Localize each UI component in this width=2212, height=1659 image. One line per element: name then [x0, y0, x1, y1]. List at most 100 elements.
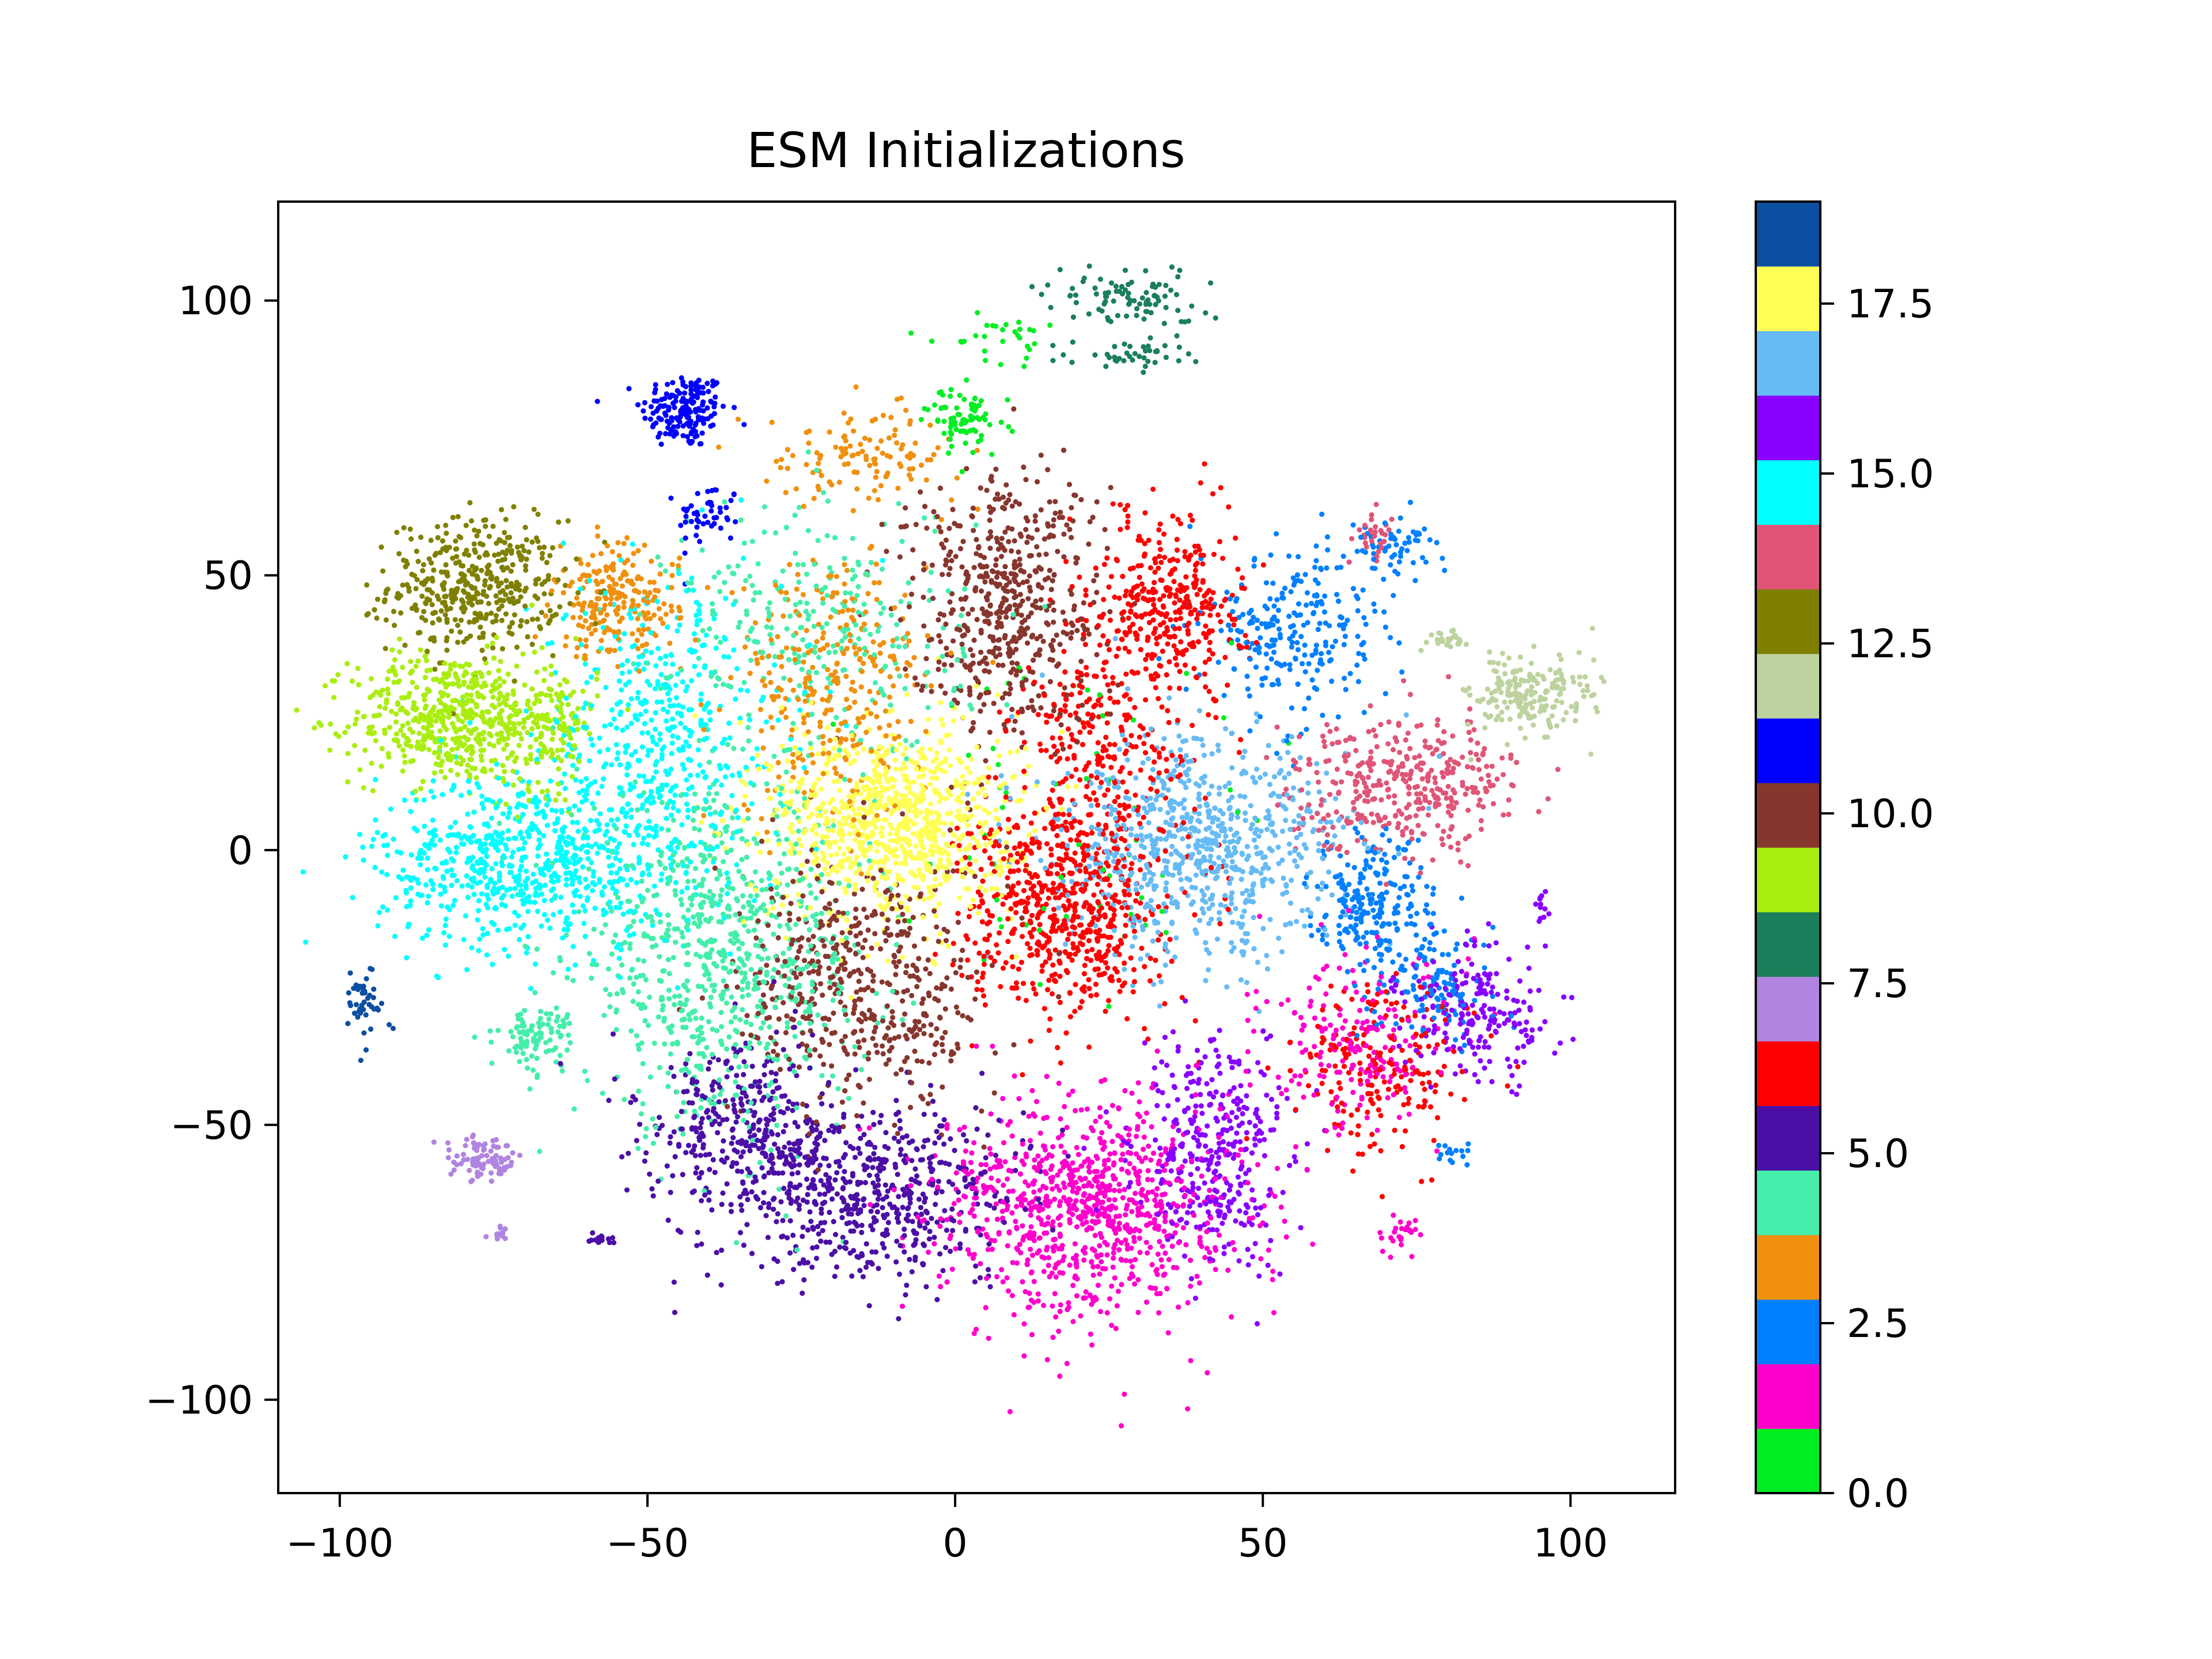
scatter-point	[699, 819, 704, 825]
scatter-point	[1448, 756, 1453, 762]
scatter-point	[786, 657, 792, 662]
scatter-point	[454, 878, 460, 884]
scatter-point	[982, 348, 987, 354]
scatter-point	[1047, 499, 1052, 505]
scatter-point	[961, 813, 967, 819]
scatter-point	[537, 1016, 543, 1021]
scatter-point	[1184, 1085, 1190, 1092]
scatter-point	[1032, 828, 1038, 834]
scatter-point	[714, 1028, 720, 1033]
scatter-point	[1504, 988, 1510, 994]
scatter-point	[800, 1197, 806, 1203]
scatter-point	[615, 540, 621, 546]
scatter-point	[1009, 1210, 1015, 1216]
scatter-point	[410, 680, 415, 685]
scatter-point	[1243, 632, 1248, 638]
scatter-point	[581, 826, 588, 832]
scatter-point	[1157, 547, 1164, 552]
scatter-point	[1413, 813, 1419, 819]
scatter-point	[657, 912, 663, 918]
scatter-point	[624, 724, 630, 730]
scatter-point	[770, 905, 776, 911]
scatter-point	[402, 753, 407, 759]
scatter-point	[908, 476, 914, 482]
scatter-point	[1056, 1187, 1062, 1193]
scatter-point	[692, 664, 698, 669]
scatter-point	[790, 752, 796, 757]
scatter-point	[1070, 1188, 1075, 1194]
scatter-point	[514, 599, 520, 604]
scatter-point	[1149, 1262, 1155, 1268]
scatter-point	[1254, 719, 1260, 725]
scatter-point	[652, 883, 657, 889]
scatter-point	[719, 840, 725, 846]
scatter-point	[1162, 343, 1168, 349]
scatter-point	[461, 937, 467, 942]
scatter-point	[1465, 863, 1471, 869]
scatter-point	[764, 963, 770, 968]
scatter-point	[570, 820, 575, 825]
scatter-point	[495, 927, 501, 933]
scatter-point	[1343, 758, 1349, 764]
scatter-point	[866, 495, 872, 501]
scatter-point	[1284, 1096, 1290, 1101]
scatter-point	[445, 833, 451, 839]
scatter-point	[520, 1051, 526, 1056]
scatter-point	[397, 636, 403, 642]
scatter-point	[1559, 699, 1565, 705]
scatter-point	[500, 811, 506, 817]
scatter-point	[931, 1241, 937, 1247]
scatter-point	[711, 1094, 717, 1100]
scatter-point	[796, 892, 801, 897]
scatter-point	[1148, 786, 1154, 792]
scatter-point	[1116, 952, 1122, 957]
scatter-point	[1343, 687, 1349, 692]
scatter-point	[533, 737, 539, 743]
scatter-point	[1353, 916, 1359, 922]
scatter-point	[1024, 862, 1029, 868]
scatter-point	[741, 1059, 747, 1065]
scatter-point	[1249, 641, 1255, 646]
scatter-point	[1021, 1161, 1027, 1167]
scatter-point	[699, 1015, 704, 1021]
scatter-point	[1084, 1204, 1089, 1210]
scatter-point	[665, 912, 671, 918]
scatter-point	[855, 451, 861, 457]
scatter-point	[539, 789, 545, 794]
scatter-point	[993, 807, 999, 813]
scatter-point	[1207, 858, 1213, 864]
scatter-point	[621, 540, 627, 547]
scatter-point	[738, 497, 744, 503]
scatter-point	[728, 498, 734, 503]
scatter-point	[594, 399, 600, 404]
scatter-point	[1060, 609, 1066, 615]
scatter-point	[1196, 850, 1202, 855]
scatter-point	[1441, 828, 1446, 834]
scatter-point	[483, 524, 488, 529]
scatter-point	[1499, 709, 1505, 715]
scatter-point	[1240, 1111, 1245, 1117]
scatter-point	[820, 635, 825, 641]
scatter-point	[994, 1217, 1001, 1222]
scatter-point	[502, 946, 507, 952]
scatter-point	[948, 810, 953, 816]
scatter-point	[1017, 327, 1023, 332]
scatter-point	[675, 671, 680, 677]
scatter-point	[1108, 280, 1115, 286]
scatter-point	[759, 1264, 764, 1270]
scatter-point	[673, 880, 679, 885]
scatter-point	[616, 678, 622, 684]
scatter-point	[747, 902, 752, 908]
scatter-point	[649, 717, 654, 723]
scatter-point	[1162, 1250, 1168, 1256]
scatter-point	[590, 880, 596, 885]
scatter-point	[1087, 797, 1093, 802]
scatter-point	[1187, 513, 1193, 518]
scatter-point	[540, 1021, 546, 1027]
scatter-point	[1175, 1097, 1180, 1103]
scatter-point	[872, 700, 878, 706]
scatter-point	[741, 680, 747, 685]
scatter-point	[719, 1202, 725, 1207]
scatter-point	[525, 634, 531, 639]
scatter-point	[982, 1002, 988, 1008]
